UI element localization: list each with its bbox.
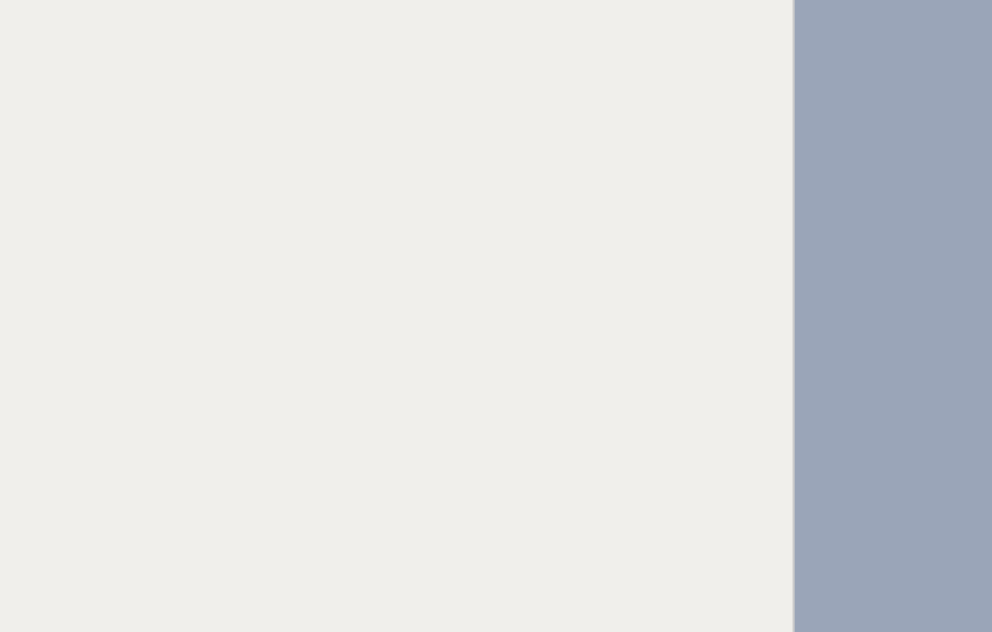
Text: $\mathregular{E^o_{cell}}$: $\mathregular{E^o_{cell}}$ [340, 174, 377, 200]
Text: 1 atm.: 1 atm. [28, 270, 86, 288]
Text: hw: hw [137, 69, 160, 83]
Text: Using SHE to determine Electrode Potentials: Using SHE to determine Electrode Potenti… [28, 34, 763, 62]
Text: E° = 0: E° = 0 [130, 184, 188, 202]
Text: cell reaction ?: cell reaction ? [540, 287, 657, 305]
Text: cell notation ?: cell notation ? [555, 200, 673, 218]
Text: Cu: Cu [575, 315, 601, 334]
Circle shape [348, 212, 392, 256]
Text: below...: below... [28, 146, 103, 165]
Text: cathode ?: cathode ? [555, 251, 637, 269]
Text: salt bridge: salt bridge [333, 334, 389, 344]
FancyBboxPatch shape [26, 302, 120, 344]
Text: cell is measured by setting up the electrochemical cell as: cell is measured by setting up the elect… [28, 120, 589, 139]
Text: H⁺(aq),1 M: H⁺(aq),1 M [33, 370, 115, 386]
FancyBboxPatch shape [551, 380, 670, 449]
FancyBboxPatch shape [12, 357, 136, 399]
Bar [452, 351, 480, 574]
Bar [160, 461, 313, 575]
Bar [228, 532, 244, 572]
Text: CuSO₄(aq): CuSO₄(aq) [571, 398, 650, 412]
Text: V: V [362, 224, 378, 243]
Text: H₂ (g), 25°C,: H₂ (g), 25°C, [28, 244, 142, 262]
Bar [410, 458, 543, 575]
Text: 1 M: 1 M [596, 422, 624, 436]
Text: Anode ?: Anode ? [555, 226, 622, 244]
Text: Example 2: Example 2 [28, 66, 131, 85]
Text: Find :: Find : [570, 174, 620, 192]
Text: = + 0.34V: = + 0.34V [402, 174, 504, 193]
FancyBboxPatch shape [556, 305, 620, 344]
Text: Standard electrode / reduction potential of copper half: Standard electrode / reduction potential… [28, 94, 561, 113]
Text: Pt: Pt [63, 313, 82, 332]
